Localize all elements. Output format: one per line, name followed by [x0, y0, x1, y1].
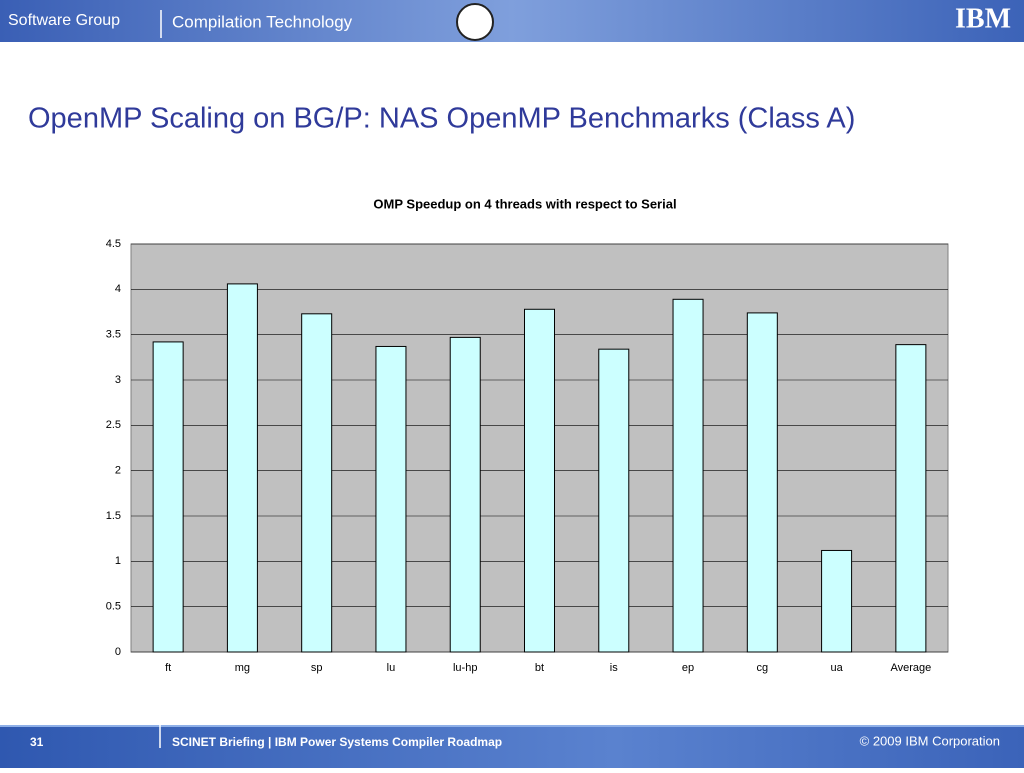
page-number: 31 — [30, 735, 44, 749]
x-tick-label: Average — [890, 662, 931, 674]
x-tick-label: bt — [535, 662, 544, 674]
y-tick-label: 3.5 — [106, 329, 121, 341]
y-tick-label: 2.5 — [106, 419, 121, 431]
ibm-logo: IBM — [955, 3, 1011, 34]
header-product: Compilation Technology — [172, 12, 353, 31]
x-tick-label: is — [610, 662, 618, 674]
y-tick-label: 3 — [115, 374, 121, 386]
bar — [598, 348, 630, 653]
x-tick-label: sp — [311, 662, 323, 674]
x-tick-label: lu-hp — [453, 662, 477, 674]
footer-bar — [0, 726, 1024, 768]
bar — [524, 308, 555, 653]
bar — [301, 313, 333, 653]
x-tick-label: cg — [757, 662, 769, 674]
x-tick-label: ep — [682, 662, 694, 674]
bar — [895, 344, 927, 653]
slide-title: OpenMP Scaling on BG/P: NAS OpenMP Bench… — [28, 103, 855, 135]
chart-title: OMP Speedup on 4 threads with respect to… — [373, 196, 676, 211]
header-bar — [0, 0, 1024, 42]
y-tick-label: 0.5 — [106, 601, 121, 613]
y-tick-label: 0 — [115, 646, 121, 658]
footer-text: SCINET Briefing | IBM Power Systems Comp… — [172, 735, 502, 749]
chart: 0 0.5 1 1.5 2 2.5 3 3.5 4 4.5 ft mg sp lu lu-hp bt is ep c… — [106, 238, 949, 674]
x-tick-label: ua — [830, 662, 843, 674]
bar — [226, 283, 258, 653]
footer-copyright: © 2009 IBM Corporation — [860, 733, 1000, 748]
bar — [152, 341, 184, 653]
y-tick-label: 4 — [115, 283, 121, 295]
header-emblem — [456, 3, 494, 41]
y-tick-label: 1 — [115, 555, 121, 567]
x-tick-label: ft — [165, 662, 171, 674]
y-tick-label: 4.5 — [106, 238, 121, 250]
header-group: Software Group — [8, 12, 120, 29]
x-tick-label: lu — [387, 662, 396, 674]
x-tick-label: mg — [235, 662, 250, 674]
bar — [449, 336, 481, 653]
bar — [672, 298, 704, 653]
y-tick-label: 1.5 — [106, 510, 121, 522]
y-tick-label: 2 — [115, 465, 121, 477]
bar — [821, 549, 853, 653]
bar — [746, 312, 778, 653]
bar — [375, 345, 407, 653]
